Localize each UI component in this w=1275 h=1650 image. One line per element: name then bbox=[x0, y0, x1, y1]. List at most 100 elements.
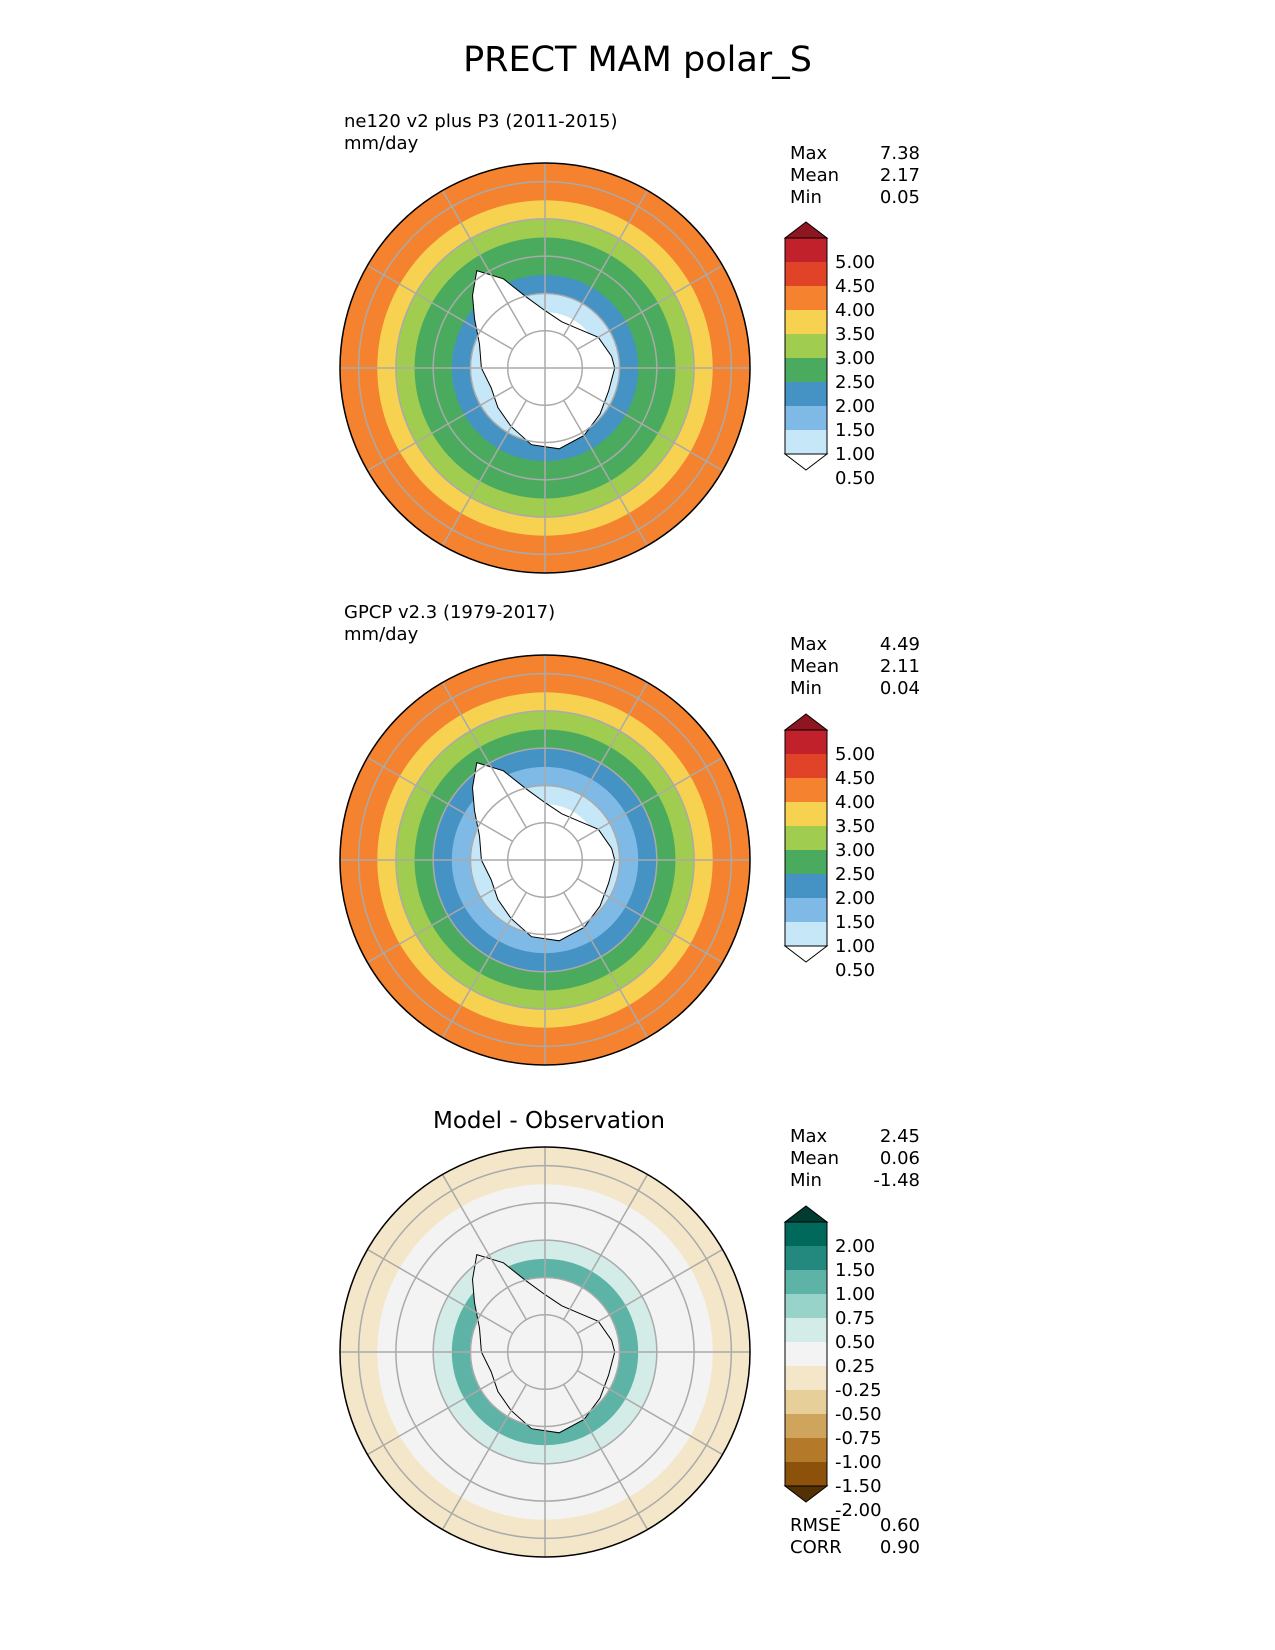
colorbar-diff: 2.00 1.50 1.00 0.75 0.50 0.25 -0.25 -0.50 -0.75 -… bbox=[783, 1205, 882, 1521]
stat-min: Min 0.05 bbox=[790, 187, 920, 208]
polar-map-diff bbox=[339, 1146, 751, 1558]
colorbar-swatch bbox=[785, 1366, 827, 1390]
colorbar-tick-label: -1.50 bbox=[835, 1476, 882, 1497]
colorbar-swatch bbox=[785, 1462, 827, 1486]
panel-diff-stats: Max 2.45 Mean 0.06 Min -1.48 bbox=[790, 1126, 920, 1192]
colorbar-min-extend bbox=[783, 1485, 829, 1503]
grid-lon-240 bbox=[367, 877, 514, 964]
panel-obs-title: GPCP v2.3 (1979-2017) mm/day bbox=[344, 602, 555, 646]
colorbar-obs: 5.00 4.50 4.00 3.50 3.00 2.50 2.00 1.50 1.00 0.50 bbox=[783, 713, 875, 981]
colorbar-swatch bbox=[785, 358, 827, 382]
grid-lon-300 bbox=[367, 264, 514, 351]
colorbar-tick-label: 2.50 bbox=[835, 864, 875, 885]
colorbar-frame bbox=[784, 1221, 828, 1487]
map-border bbox=[339, 654, 751, 1066]
colorbar-tick-label: 1.50 bbox=[835, 1260, 875, 1281]
colorbar-tick-label: -2.00 bbox=[835, 1500, 882, 1521]
colorbar-swatch bbox=[785, 1294, 827, 1318]
colorbar-tick-label: 3.50 bbox=[835, 324, 875, 345]
map-fill-obs bbox=[340, 655, 750, 1065]
grid-lon-330 bbox=[441, 190, 528, 337]
colorbar-swatch bbox=[785, 850, 827, 874]
map-fill-model bbox=[340, 163, 750, 573]
colorbar-swatch bbox=[785, 730, 827, 754]
page-title: PRECT MAM polar_S bbox=[463, 40, 812, 80]
grid-lon-240 bbox=[367, 385, 514, 472]
colorbar-tick-label: 5.00 bbox=[835, 744, 875, 765]
colorbar-tick-label: 1.00 bbox=[835, 444, 875, 465]
colorbar-tick-label: 2.00 bbox=[835, 888, 875, 909]
colorbar-frame bbox=[784, 237, 828, 455]
colorbar-swatch bbox=[785, 1342, 827, 1366]
stat-corr: CORR 0.90 bbox=[790, 1537, 920, 1558]
colorbar-tick-label: 5.00 bbox=[835, 252, 875, 273]
colorbar-min-extend bbox=[783, 945, 829, 963]
grid-lon-150 bbox=[562, 1383, 649, 1530]
map-border bbox=[339, 162, 751, 574]
grid-lon-330 bbox=[441, 682, 528, 829]
panel-model-title: ne120 v2 plus P3 (2011-2015) mm/day bbox=[344, 111, 618, 155]
colorbar-swatch bbox=[785, 382, 827, 406]
polar-map-obs bbox=[339, 654, 751, 1066]
panel-obs-title-line1: GPCP v2.3 (1979-2017) bbox=[344, 602, 556, 623]
stat-min: Min 0.04 bbox=[790, 678, 920, 699]
grid-lon-30 bbox=[562, 682, 649, 829]
grid-lon-210 bbox=[441, 399, 528, 546]
panel-diff-metrics: RMSE 0.60 CORR 0.90 bbox=[790, 1515, 920, 1559]
colorbar-tick-label: 0.50 bbox=[835, 960, 875, 981]
colorbar-tick-label: 3.00 bbox=[835, 840, 875, 861]
colorbar-tick-label: 4.50 bbox=[835, 768, 875, 789]
grid-lon-120 bbox=[576, 1369, 723, 1456]
grid-lon-120 bbox=[576, 877, 723, 964]
colorbar-tick-label: 1.50 bbox=[835, 912, 875, 933]
colorbar-swatch bbox=[785, 1438, 827, 1462]
colorbar-model: 5.00 4.50 4.00 3.50 3.00 2.50 2.00 1.50 1.00 0.50 bbox=[783, 221, 875, 489]
colorbar-tick-label: -0.75 bbox=[835, 1428, 882, 1449]
grid-lon-60 bbox=[576, 1248, 723, 1335]
colorbar-tick-label: 1.00 bbox=[835, 936, 875, 957]
colorbar-max-extend bbox=[783, 221, 829, 239]
grid-lon-150 bbox=[562, 891, 649, 1038]
colorbar-swatch bbox=[785, 778, 827, 802]
colorbar-swatch bbox=[785, 898, 827, 922]
grid-lon-60 bbox=[576, 756, 723, 843]
colorbar-max-extend bbox=[783, 1205, 829, 1223]
grid-lon-60 bbox=[576, 264, 723, 351]
colorbar-tick-label: 3.50 bbox=[835, 816, 875, 837]
colorbar-swatch bbox=[785, 262, 827, 286]
colorbar-tick-label: 4.00 bbox=[835, 792, 875, 813]
stat-mean: Mean 0.06 bbox=[790, 1148, 920, 1169]
grid-lon-330 bbox=[441, 1174, 528, 1321]
colorbar-swatch bbox=[785, 1222, 827, 1246]
stat-rmse: RMSE 0.60 bbox=[790, 1515, 920, 1536]
colorbar-tick-label: 0.50 bbox=[835, 1332, 875, 1353]
map-fill-diff bbox=[340, 1147, 750, 1557]
stat-mean: Mean 2.17 bbox=[790, 165, 920, 186]
colorbar-swatch bbox=[785, 1414, 827, 1438]
colorbar-tick-label: 1.00 bbox=[835, 1284, 875, 1305]
colorbar-swatch bbox=[785, 874, 827, 898]
colorbar-swatch bbox=[785, 826, 827, 850]
panel-obs-stats: Max 4.49 Mean 2.11 Min 0.04 bbox=[790, 634, 920, 700]
colorbar-frame bbox=[784, 729, 828, 947]
grid-lon-300 bbox=[367, 756, 514, 843]
grid-lon-300 bbox=[367, 1248, 514, 1335]
colorbar-swatch bbox=[785, 430, 827, 454]
colorbar-swatch bbox=[785, 286, 827, 310]
colorbar-tick-label: 0.75 bbox=[835, 1308, 875, 1329]
colorbar-swatch bbox=[785, 1318, 827, 1342]
polar-map-model bbox=[339, 162, 751, 574]
colorbar-swatch bbox=[785, 1390, 827, 1414]
stat-max: Max 4.49 bbox=[790, 634, 920, 655]
colorbar-tick-label: 2.50 bbox=[835, 372, 875, 393]
colorbar-max-extend bbox=[783, 713, 829, 731]
grid-lon-150 bbox=[562, 399, 649, 546]
grid-lon-210 bbox=[441, 891, 528, 1038]
grid-lon-210 bbox=[441, 1383, 528, 1530]
stat-mean: Mean 2.11 bbox=[790, 656, 920, 677]
colorbar-tick-label: 1.50 bbox=[835, 420, 875, 441]
stat-min: Min -1.48 bbox=[790, 1170, 920, 1191]
colorbar-swatch bbox=[785, 754, 827, 778]
colorbar-tick-label: -0.50 bbox=[835, 1404, 882, 1425]
